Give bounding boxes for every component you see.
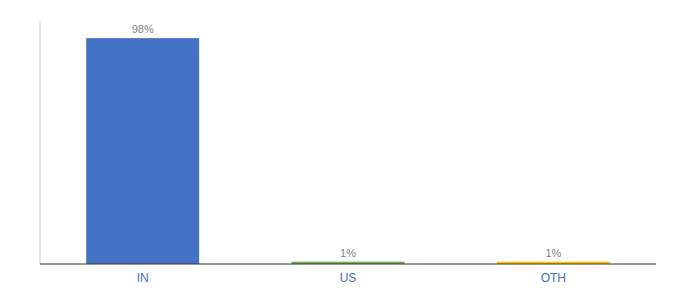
chart-container: 98% 1% 1% IN US OTH [0,0,680,300]
y-axis-line [40,22,41,264]
bar [86,38,199,264]
chart: 98% 1% 1% IN US OTH [0,0,680,300]
x-tick-label: IN [137,271,149,285]
bars [86,38,610,264]
x-tick-label: OTH [541,271,566,285]
data-label: 98% [132,23,154,35]
x-axis-line [40,263,656,264]
data-label: 1% [545,247,561,259]
x-tick-label: US [340,271,357,285]
data-label: 1% [340,247,356,259]
